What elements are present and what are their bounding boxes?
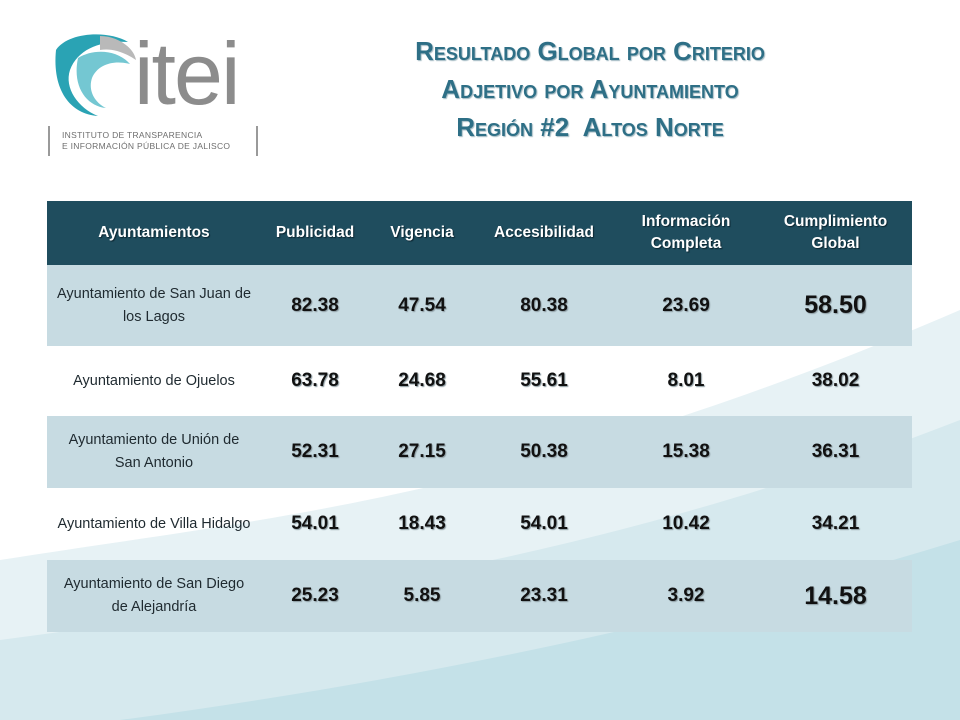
cell-vigencia: 5.85	[369, 560, 475, 632]
logo-subtitle: INSTITUTO DE TRANSPARENCIA E INFORMACIÓN…	[48, 126, 258, 156]
table-row: Ayuntamiento de Ojuelos 63.78 24.68 55.6…	[47, 346, 912, 416]
itei-logo: itei INSTITUTO DE TRANSPARENCIA E INFORM…	[48, 30, 278, 160]
results-table: Ayuntamientos Publicidad Vigencia Accesi…	[47, 201, 912, 632]
table-row: Ayuntamiento de San Diego de Alejandría …	[47, 560, 912, 632]
header-cumplimiento-line1: Cumplimiento	[783, 213, 888, 230]
title-line-2: Adjetivo por Ayuntamiento	[441, 74, 739, 104]
page-title: Resultado Global por Criterio Adjetivo p…	[300, 32, 880, 146]
cell-accesibilidad: 23.31	[475, 560, 613, 632]
table-row: Ayuntamiento de Villa Hidalgo 54.01 18.4…	[47, 488, 912, 560]
header-accesibilidad: Accesibilidad	[475, 201, 613, 265]
row-name: Ayuntamiento de Villa Hidalgo	[57, 515, 251, 532]
header-publicidad: Publicidad	[261, 201, 369, 265]
row-name: Ayuntamiento de San Diego de Alejandría	[47, 560, 261, 632]
cell-cumplimiento-global: 34.21	[811, 513, 860, 534]
cell-cumplimiento-global: 58.50	[759, 265, 912, 346]
cell-cumplimiento-global: 14.58	[759, 560, 912, 632]
cell-accesibilidad: 55.61	[520, 370, 568, 391]
cell-vigencia: 18.43	[398, 513, 446, 534]
table-row: Ayuntamiento de Unión de San Antonio 52.…	[47, 416, 912, 488]
logo-wordmark: itei	[134, 24, 240, 123]
title-line-1: Resultado Global por Criterio	[415, 36, 765, 66]
header-cumplimiento-global: Cumplimiento Global	[759, 201, 912, 265]
cell-informacion-completa: 15.38	[613, 416, 759, 488]
header-informacion-line2: Completa	[650, 235, 722, 252]
row-name: Ayuntamiento de Unión de San Antonio	[47, 416, 261, 488]
logo-subtitle-line1: INSTITUTO DE TRANSPARENCIA	[62, 130, 203, 140]
cell-informacion-completa: 10.42	[662, 513, 710, 534]
header-informacion-completa: Información Completa	[613, 201, 759, 265]
cell-informacion-completa: 8.01	[667, 370, 705, 391]
logo-subtitle-line2: E INFORMACIÓN PÚBLICA DE JALISCO	[62, 141, 231, 151]
cell-vigencia: 27.15	[369, 416, 475, 488]
row-name: Ayuntamiento de San Juan de los Lagos	[47, 265, 261, 346]
cell-vigencia: 47.54	[369, 265, 475, 346]
cell-publicidad: 25.23	[261, 560, 369, 632]
cell-cumplimiento-global: 36.31	[759, 416, 912, 488]
cell-accesibilidad: 80.38	[475, 265, 613, 346]
cell-publicidad: 54.01	[291, 513, 339, 534]
cell-vigencia: 24.68	[398, 370, 446, 391]
cell-cumplimiento-global: 38.02	[811, 370, 860, 391]
cell-informacion-completa: 3.92	[613, 560, 759, 632]
cell-publicidad: 63.78	[291, 370, 339, 391]
cell-informacion-completa: 23.69	[613, 265, 759, 346]
table-header-row: Ayuntamientos Publicidad Vigencia Accesi…	[47, 201, 912, 265]
header-vigencia: Vigencia	[369, 201, 475, 265]
cell-accesibilidad: 50.38	[475, 416, 613, 488]
header-informacion-line1: Información	[641, 213, 731, 230]
title-line-3: Región #2 Altos Norte	[456, 112, 724, 142]
itei-swirl-logo-icon	[55, 34, 136, 116]
cell-accesibilidad: 54.01	[520, 513, 568, 534]
cell-publicidad: 52.31	[261, 416, 369, 488]
table-row: Ayuntamiento de San Juan de los Lagos 82…	[47, 265, 912, 346]
header-cumplimiento-line2: Global	[811, 235, 860, 252]
cell-publicidad: 82.38	[261, 265, 369, 346]
row-name: Ayuntamiento de Ojuelos	[73, 372, 235, 389]
header-ayuntamientos: Ayuntamientos	[47, 201, 261, 265]
